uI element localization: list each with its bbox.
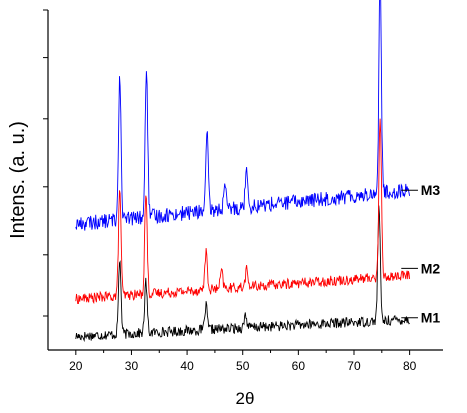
series-label-m1: M1 [421, 310, 441, 326]
x-tick-label: 80 [403, 359, 417, 373]
series-label-m3: M3 [421, 182, 441, 198]
series-line-m2 [75, 118, 411, 305]
x-tick-label: 70 [347, 359, 361, 373]
y-ticks [43, 9, 48, 317]
series-label-layer: M1 M2 M3 [401, 182, 440, 326]
series-layer [75, 0, 411, 343]
x-axis-title: 2θ [236, 389, 255, 408]
series-line-m3 [75, 0, 411, 231]
series-label-m2: M2 [421, 260, 441, 276]
x-tick-label: 60 [292, 359, 306, 373]
x-tick-label: 30 [125, 359, 139, 373]
series-line-m1 [75, 205, 410, 343]
x-tick-label: 40 [180, 359, 194, 373]
x-tick-label: 50 [236, 359, 250, 373]
x-tick-label: 20 [69, 359, 83, 373]
y-axis-title: Intens. (a. u.) [7, 121, 29, 239]
x-ticks: 20 30 40 50 60 70 80 [69, 350, 417, 373]
